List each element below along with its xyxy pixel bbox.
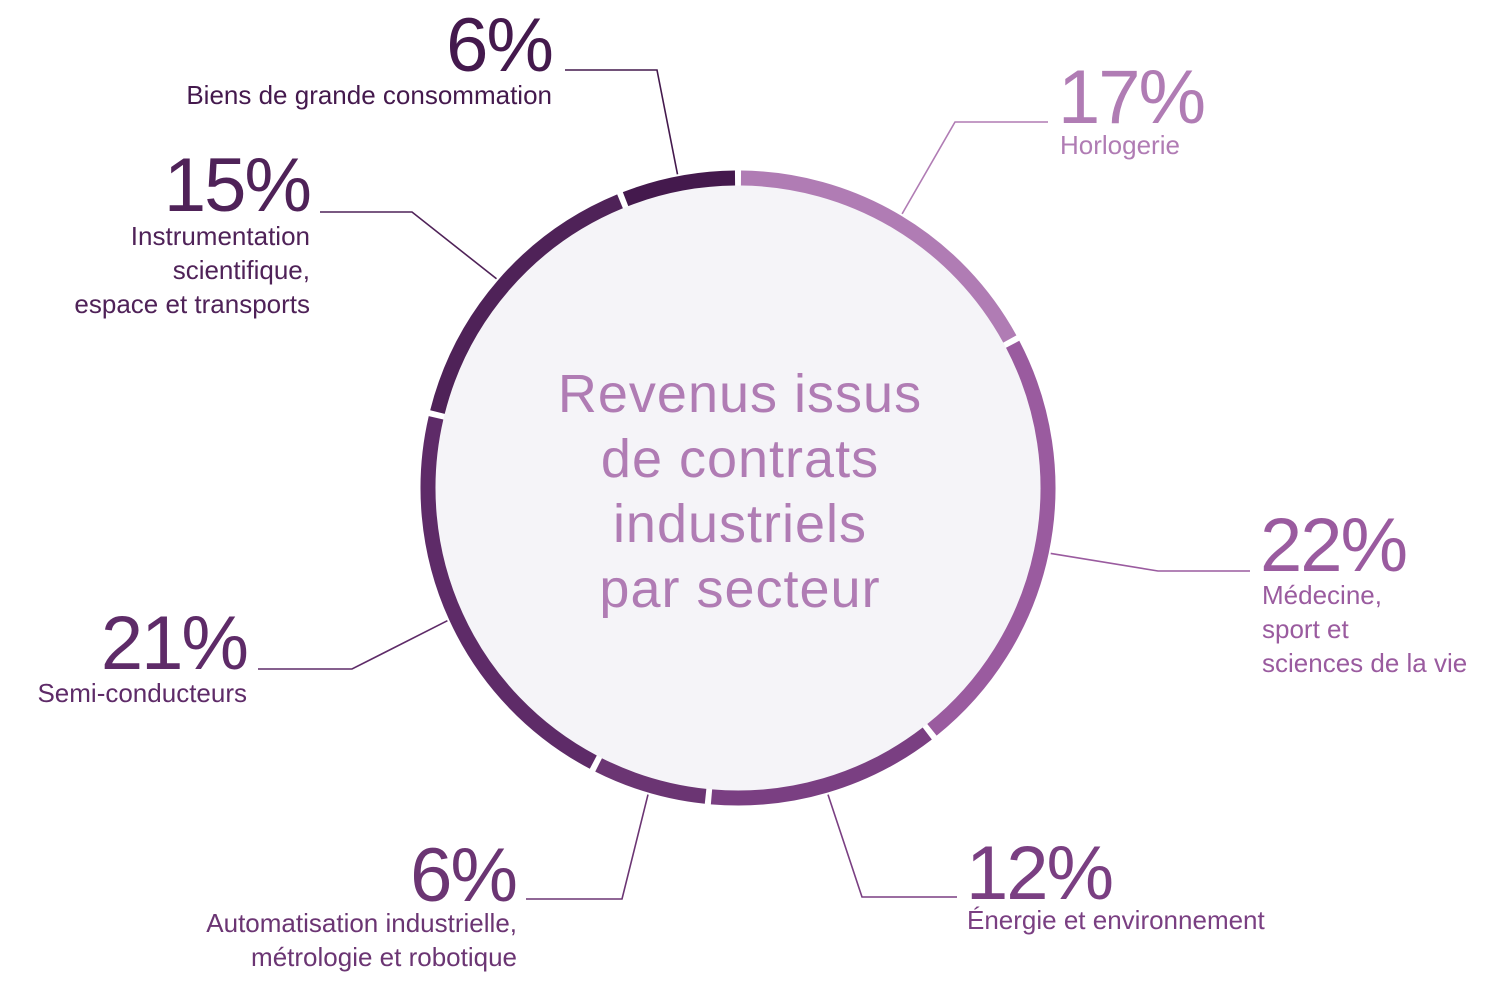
donut-slice-6 (622, 170, 736, 207)
leader-line-3 (526, 794, 649, 900)
value-label-instrumentation: 15% (163, 143, 312, 228)
donut-slice-1 (927, 340, 1056, 736)
value-label-semi-conducteurs: 21% (100, 601, 249, 686)
leader-line-2 (827, 794, 957, 898)
chart-title: Revenus issus de contrats industriels pa… (557, 364, 923, 619)
value-label-energie: 12% (966, 831, 1114, 916)
category-label-automatisation: Automatisation industrielle, métrologie … (206, 908, 517, 972)
category-label-semi-conducteurs: Semi-conducteurs (37, 678, 247, 708)
value-label-horlogerie: 17% (1058, 55, 1206, 140)
leader-line-4 (258, 619, 448, 670)
category-label-medecine: Médecine, sport et sciences de la vie (1262, 580, 1468, 678)
value-label-biens: 6% (446, 3, 554, 88)
category-label-energie: Énergie et environnement (967, 905, 1265, 935)
donut-slice-3 (595, 758, 707, 804)
category-label-instrumentation: Instrumentation scientifique, espace et … (74, 221, 310, 319)
category-label-horlogerie: Horlogerie (1060, 130, 1180, 160)
leader-line-6 (565, 69, 679, 175)
donut-slice-0 (740, 170, 1017, 343)
value-label-medecine: 22% (1260, 503, 1408, 588)
category-label-biens: Biens de grande consommation (186, 80, 552, 110)
donut-slice-4 (420, 416, 597, 769)
leader-line-0 (901, 121, 1048, 215)
donut-slice-2 (710, 727, 932, 806)
leader-line-5 (320, 211, 497, 280)
leader-line-1 (1050, 552, 1250, 572)
donut-slice-5 (430, 194, 623, 414)
value-label-automatisation: 6% (410, 833, 518, 918)
donut-center-fill (435, 185, 1041, 791)
